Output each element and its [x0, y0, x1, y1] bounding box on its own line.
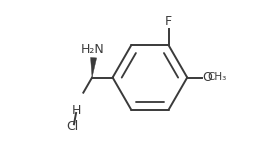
Text: O: O	[202, 71, 212, 84]
Polygon shape	[91, 58, 97, 78]
Text: H₂N: H₂N	[81, 43, 105, 56]
Text: CH₃: CH₃	[208, 73, 227, 82]
Text: F: F	[165, 15, 172, 28]
Text: Cl: Cl	[66, 120, 79, 133]
Text: H: H	[72, 104, 81, 117]
